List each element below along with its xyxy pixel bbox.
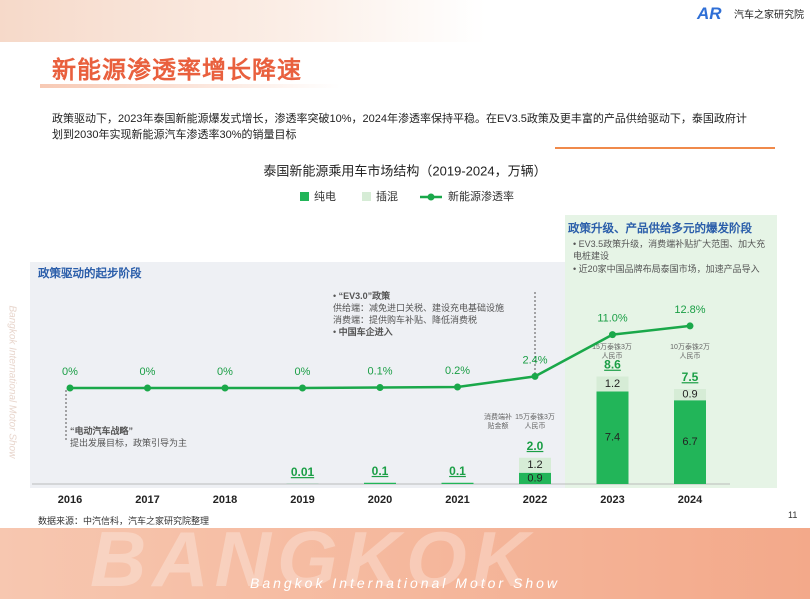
segment-label: 7.4 xyxy=(605,432,620,444)
right-panel-title: 政策升级、产品供给多元的爆发阶段 xyxy=(568,223,752,235)
bar-segment xyxy=(441,482,474,484)
legend-swatch xyxy=(362,192,371,201)
subsidy-2022: 15万泰铢3万人民币 xyxy=(515,414,555,430)
note-line: • 中国车企进入 xyxy=(333,327,393,337)
line-label: 11.0% xyxy=(597,313,628,325)
line-label: 0% xyxy=(217,366,233,378)
strategy-note: “电动汽车战略” 提出发展目标，政策引导为主 xyxy=(70,425,187,449)
bar-segment xyxy=(519,457,551,473)
x-tick-label: 2019 xyxy=(290,494,314,506)
note-text: 中国车企进入 xyxy=(338,327,393,337)
line-point xyxy=(221,384,229,392)
subsidy-label: 消费端补贴金额 xyxy=(484,414,512,430)
line-label: 0.1% xyxy=(367,365,392,377)
subsidy-2024: 10万泰铢2万人民币 xyxy=(670,344,710,360)
logo-mark: AR xyxy=(697,4,722,23)
bar-segment xyxy=(519,472,551,484)
footer-text: Bangkok International Motor Show xyxy=(249,575,560,591)
legend-label: 新能源渗透率 xyxy=(448,189,514,203)
legend-swatch xyxy=(300,192,309,201)
title-shadow xyxy=(40,84,340,88)
line-point xyxy=(609,331,616,339)
right-bullet: • 近20家中国品牌布局泰国市场，加速产品导入 xyxy=(573,264,760,274)
bullet-text: EV3.5政策升级，消费端补贴扩大范围、加大充电桩建设 xyxy=(573,239,766,261)
chart-title: 泰国新能源乘用车市场结构（2019-2024，万辆） xyxy=(263,163,546,178)
x-tick-label: 2023 xyxy=(600,494,624,506)
line-label: 0% xyxy=(62,366,78,378)
ev30-note: • “EV3.0”政策 供给端：减免进口关税、建设充电基础设施 消费端：提供购车… xyxy=(333,290,504,338)
segment-label: 0.9 xyxy=(527,472,542,484)
segment-label: 1.2 xyxy=(527,459,542,471)
total-label: 0.01 xyxy=(291,465,315,479)
legend-label: 插混 xyxy=(376,189,398,203)
line-label: 0.2% xyxy=(445,365,470,377)
segment-label: 6.7 xyxy=(682,436,697,448)
x-tick-label: 2018 xyxy=(213,494,237,506)
line-label: 0% xyxy=(140,366,156,378)
total-label: 0.1 xyxy=(372,464,389,478)
line-point xyxy=(144,384,151,392)
legend-label: 纯电 xyxy=(314,190,336,203)
summary: 政策驱动下，2023年泰国新能源爆发式增长，渗透率突破10%，2024年渗透率保… xyxy=(52,113,747,141)
bar-segment xyxy=(674,400,706,484)
legend-dot xyxy=(427,193,435,201)
line-point xyxy=(686,322,694,330)
header-banner xyxy=(0,0,810,42)
bar-segment xyxy=(596,376,629,392)
note-line: • “EV3.0”政策 xyxy=(333,291,391,301)
x-tick-label: 2020 xyxy=(368,494,392,506)
footer-band: BANGKOK Bangkok International Motor Show xyxy=(0,528,810,599)
x-tick-label: 2021 xyxy=(445,494,469,506)
bullet-text: 近20家中国品牌布局泰国市场，加速产品导入 xyxy=(578,264,760,274)
left-panel-title: 政策驱动的起步阶段 xyxy=(38,268,142,280)
logo-text: 汽车之家研究院 xyxy=(734,10,804,21)
subsidy-2023: 15万泰铢3万人民币 xyxy=(592,344,632,360)
line-point xyxy=(66,384,74,392)
total-label: 0.1 xyxy=(449,464,466,478)
bar-segment xyxy=(674,389,706,401)
line-point xyxy=(531,372,539,380)
x-tick-label: 2016 xyxy=(58,494,82,506)
line-point xyxy=(299,384,306,392)
total-label: 7.5 xyxy=(682,370,699,384)
total-label: 8.6 xyxy=(604,358,621,372)
note-line: “电动汽车战略” xyxy=(70,426,134,436)
x-tick-label: 2024 xyxy=(678,494,703,506)
note-line: 消费端：提供购车补贴、降低消费税 xyxy=(333,315,478,325)
page-number: 11 xyxy=(788,510,798,520)
total-label: 2.0 xyxy=(527,439,544,453)
left-panel xyxy=(30,262,565,488)
bar-segment xyxy=(364,482,396,484)
line-label: 0% xyxy=(295,366,311,378)
line-point xyxy=(454,383,461,391)
note-line: 提出发展目标，政策引导为主 xyxy=(70,438,188,448)
line-label: 12.8% xyxy=(674,304,705,316)
x-tick-label: 2017 xyxy=(135,494,159,506)
right-bullet: • EV3.5政策升级，消费端补贴扩大范围、加大充电桩建设 xyxy=(573,239,766,261)
footer-bigword: BANGKOK xyxy=(90,528,535,599)
note-line: 供给端：减免进口关税、建设充电基础设施 xyxy=(333,303,505,313)
source: 数据来源：中汽信科，汽车之家研究院整理 xyxy=(38,516,210,526)
line-point xyxy=(376,384,384,392)
segment-label: 0.9 xyxy=(682,389,697,401)
bar-segment xyxy=(596,391,629,484)
note-text: “EV3.0”政策 xyxy=(338,291,391,301)
divider xyxy=(555,147,775,149)
segment-label: 1.2 xyxy=(605,378,620,390)
x-tick-label: 2022 xyxy=(523,494,547,506)
line-label: 2.4% xyxy=(522,354,547,366)
slide-title: 新能源渗透率增长降速 xyxy=(52,57,302,84)
